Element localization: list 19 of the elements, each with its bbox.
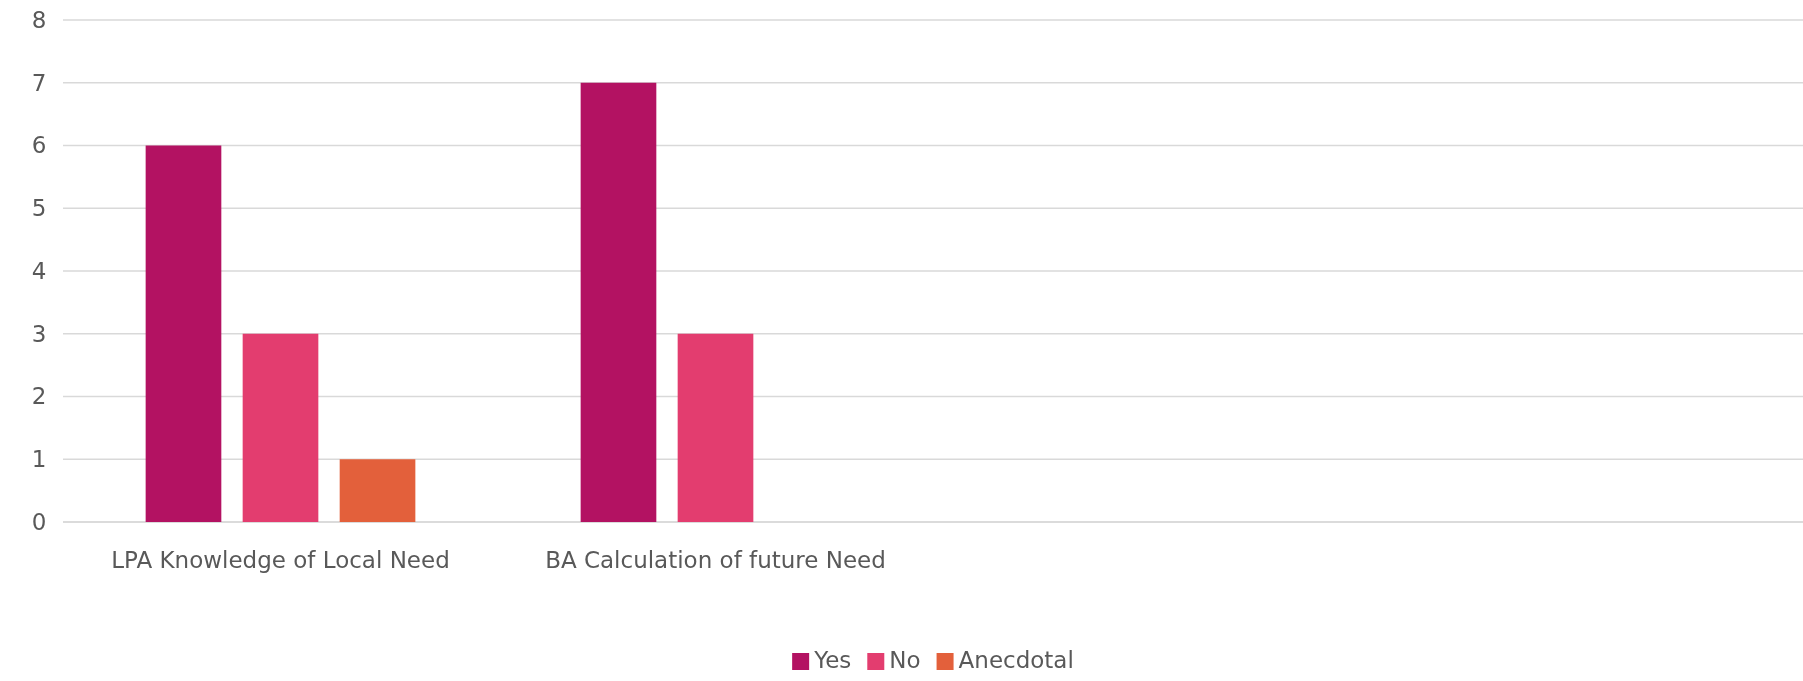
y-tick-label: 3 — [31, 320, 47, 347]
y-tick-label: 2 — [31, 383, 47, 410]
bar — [145, 145, 222, 522]
y-tick-label: 5 — [31, 195, 47, 222]
x-tick-label: BA Calculation of future Need — [545, 547, 886, 573]
bar — [677, 333, 754, 522]
bar — [580, 82, 657, 522]
legend-label: No — [889, 647, 921, 673]
y-tick-label: 4 — [31, 257, 47, 284]
bar — [242, 333, 319, 522]
legend-label: Anecdotal — [958, 647, 1074, 673]
bar — [339, 459, 416, 522]
x-tick-label: LPA Knowledge of Local Need — [111, 547, 450, 573]
y-tick-label: 1 — [31, 446, 47, 473]
y-tick-label: 8 — [31, 6, 47, 33]
y-tick-label: 6 — [31, 132, 47, 159]
y-tick-label: 0 — [31, 508, 47, 535]
legend-label: Yes — [813, 647, 852, 673]
y-tick-label: 7 — [31, 69, 47, 96]
